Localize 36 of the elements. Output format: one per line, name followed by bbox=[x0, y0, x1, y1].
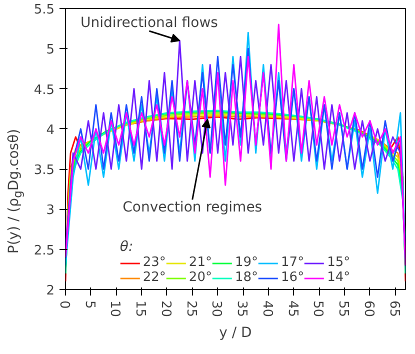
x-tick-label: 55 bbox=[336, 300, 351, 318]
legend-label: 14° bbox=[327, 270, 350, 285]
y-tick-label: 4 bbox=[46, 122, 55, 138]
x-tick-label: 30 bbox=[208, 300, 224, 318]
y-tick-label: 5 bbox=[46, 42, 55, 58]
annotation: Unidirectional flows bbox=[80, 14, 218, 31]
x-tick-label: 50 bbox=[310, 300, 326, 318]
y-tick-label: 3.5 bbox=[34, 163, 55, 178]
x-tick-label: 10 bbox=[107, 300, 122, 318]
legend-label: 21° bbox=[188, 255, 212, 270]
y-tick-label: 2.5 bbox=[34, 243, 55, 258]
legend-label: 22° bbox=[142, 270, 166, 285]
x-tick-label: 40 bbox=[259, 300, 274, 318]
legend-label: 16° bbox=[281, 270, 304, 285]
x-tick-label: 25 bbox=[183, 300, 198, 318]
legend-label: 19° bbox=[234, 255, 258, 270]
legend-label: 15° bbox=[327, 255, 350, 270]
x-tick-label: 60 bbox=[360, 300, 376, 318]
x-tick-label: 20 bbox=[158, 300, 173, 318]
y-tick-label: 4.5 bbox=[34, 82, 55, 98]
annotation: Convection regimes bbox=[122, 200, 262, 216]
x-axis-title: y / D bbox=[219, 325, 252, 342]
legend-label: 18° bbox=[234, 270, 258, 285]
x-tick-label: 45 bbox=[284, 300, 300, 318]
x-tick-label: 65 bbox=[386, 300, 402, 318]
x-tick-label: 35 bbox=[234, 300, 250, 318]
legend-label: 23° bbox=[142, 255, 166, 270]
legend-label: 17° bbox=[281, 255, 304, 270]
x-tick-label: 5 bbox=[82, 300, 97, 309]
y-tick-label: 3 bbox=[46, 203, 55, 218]
y-tick-label: 5.5 bbox=[34, 2, 55, 18]
x-tick-label: 0 bbox=[56, 300, 72, 309]
legend-label: 20° bbox=[188, 270, 212, 285]
legend-title: θ: bbox=[120, 239, 134, 255]
x-tick-label: 15 bbox=[132, 300, 148, 318]
y-tick-label: 2 bbox=[46, 284, 55, 298]
